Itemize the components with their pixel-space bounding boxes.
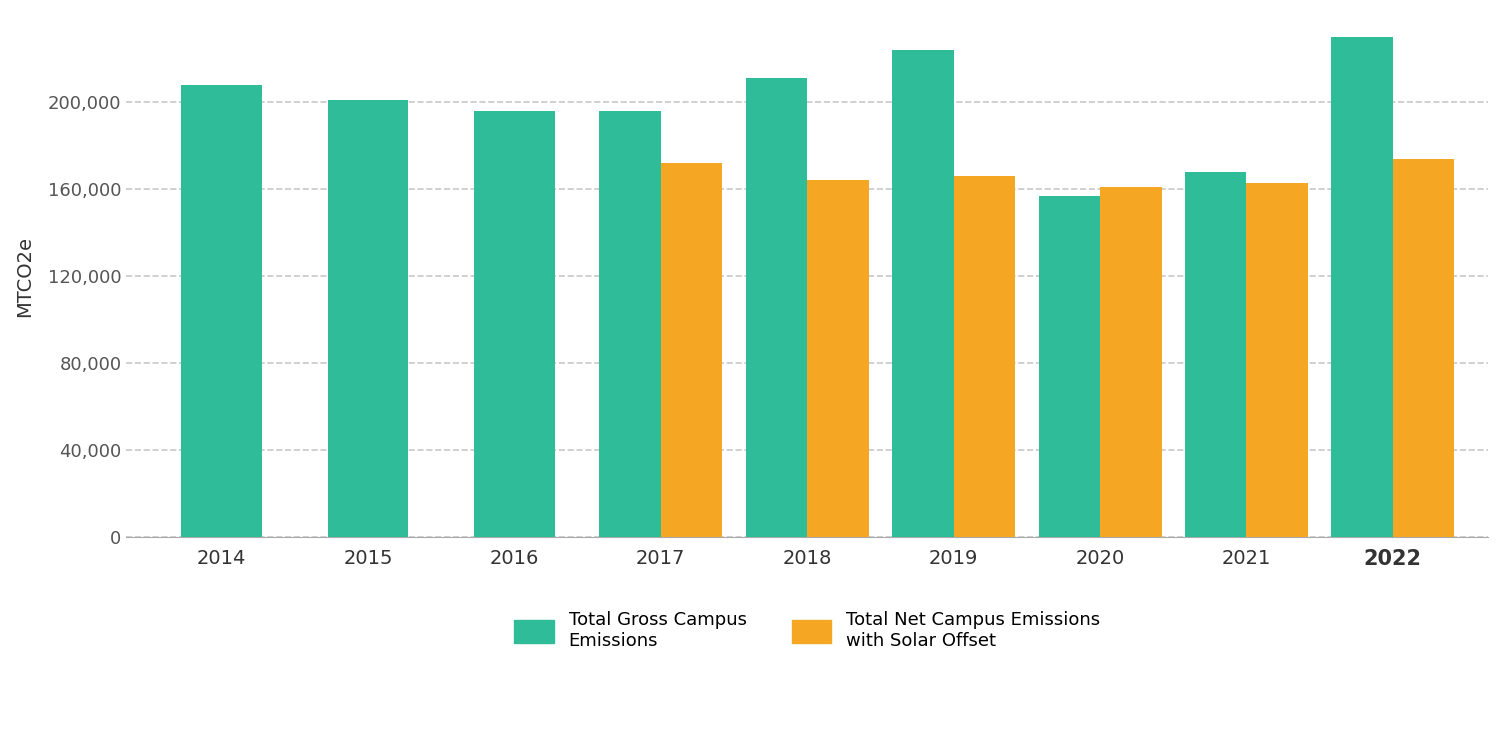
Y-axis label: MTCO2e: MTCO2e [15, 236, 35, 317]
Bar [1039, 196, 1100, 538]
Bar [182, 84, 262, 538]
Bar [1393, 158, 1455, 538]
Bar [893, 50, 953, 538]
Bar [953, 176, 1015, 538]
Bar [600, 111, 661, 538]
Bar [1246, 182, 1308, 538]
Bar [807, 181, 869, 538]
Bar [1184, 172, 1246, 538]
Bar [328, 100, 409, 538]
Bar [745, 78, 807, 538]
Bar [473, 111, 555, 538]
Bar [1100, 187, 1162, 538]
Bar [661, 163, 723, 538]
Bar [1332, 37, 1393, 538]
Legend: Total Gross Campus
Emissions, Total Net Campus Emissions
with Solar Offset: Total Gross Campus Emissions, Total Net … [505, 602, 1109, 659]
